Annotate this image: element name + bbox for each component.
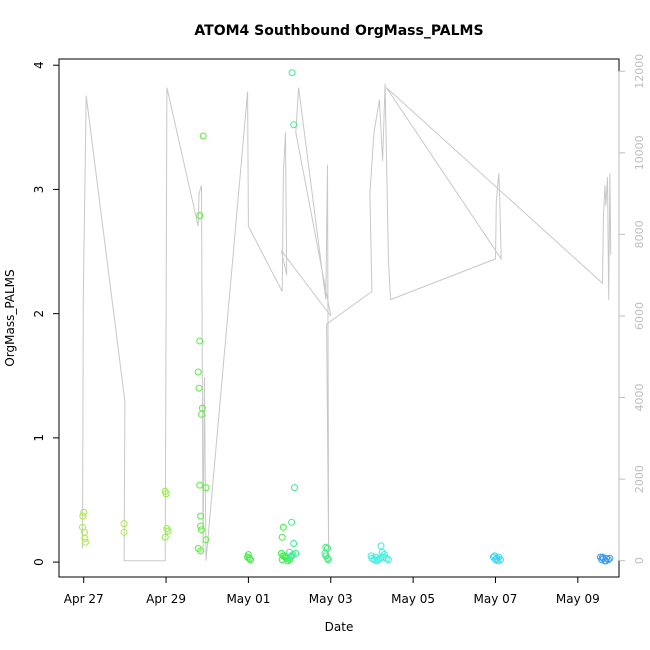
x-axis-label: Date	[325, 620, 354, 634]
secondary-y-tick-label: 10000	[633, 135, 646, 170]
data-point	[202, 536, 210, 544]
data-point	[164, 527, 172, 535]
secondary-series-line	[82, 83, 612, 562]
data-point	[496, 556, 504, 564]
plot-frame	[58, 58, 620, 578]
data-point	[384, 556, 392, 564]
data-point	[324, 554, 331, 562]
data-point	[162, 490, 170, 498]
data-point	[196, 481, 204, 489]
data-point	[602, 557, 610, 565]
data-point	[288, 69, 296, 77]
data-point	[81, 538, 89, 546]
x-tick-label: May 03	[309, 592, 353, 606]
y-tick-label: 3	[32, 186, 46, 194]
data-point	[199, 132, 207, 140]
x-tick-label: May 09	[556, 592, 600, 606]
x-axis: Apr 27 Apr 29 May 01 May 03 May 05 May 07 May …	[64, 576, 600, 606]
data-point	[291, 484, 298, 492]
y-tick-label: 2	[32, 310, 46, 318]
data-point	[278, 533, 286, 541]
secondary-y-tick-label: 12000	[633, 54, 646, 89]
data-point	[244, 553, 252, 561]
data-point	[491, 552, 499, 560]
x-tick-label: Apr 29	[146, 592, 186, 606]
secondary-y-axis: 0 2000 4000 6000 8000 10000 12000	[618, 54, 646, 564]
data-point	[195, 384, 203, 392]
secondary-y-tick-label: 8000	[633, 220, 646, 248]
secondary-y-tick-label: 0	[633, 557, 646, 564]
data-point	[197, 547, 205, 555]
data-point	[196, 212, 204, 219]
secondary-y-tick-label: 2000	[633, 465, 646, 493]
data-point	[292, 549, 300, 557]
data-point	[288, 518, 296, 526]
secondary-y-tick-label: 4000	[633, 384, 646, 412]
y-tick-label: 4	[32, 61, 46, 69]
data-point	[196, 337, 204, 345]
data-point	[324, 556, 332, 564]
data-point	[198, 526, 205, 534]
data-point	[120, 528, 128, 536]
data-point	[373, 557, 381, 565]
data-point	[380, 551, 388, 559]
data-point	[290, 121, 298, 129]
data-point	[79, 512, 87, 520]
chart-title: ATOM4 Southbound OrgMass_PALMS	[194, 23, 483, 39]
x-tick-label: May 05	[391, 592, 435, 606]
data-point	[287, 553, 295, 561]
data-point	[279, 523, 287, 531]
data-point	[290, 540, 298, 547]
data-point	[245, 554, 253, 562]
secondary-series-line-layer	[82, 83, 612, 562]
y-tick-label: 1	[32, 434, 46, 442]
data-point	[161, 533, 169, 541]
data-point	[198, 410, 205, 418]
data-point	[120, 520, 128, 528]
data-point	[377, 542, 385, 550]
y-tick-label: 0	[32, 558, 46, 566]
data-point	[202, 484, 210, 492]
data-points-layer	[79, 69, 614, 565]
x-tick-label: May 07	[474, 592, 518, 606]
data-point	[80, 508, 88, 516]
data-point	[197, 522, 205, 530]
secondary-y-tick-label: 6000	[633, 302, 646, 330]
y-axis: 0 1 2 3 4	[32, 61, 60, 566]
data-point	[81, 535, 89, 542]
y-axis-label: OrgMass_PALMS	[3, 269, 17, 366]
x-tick-label: Apr 27	[64, 592, 104, 606]
data-point	[197, 512, 205, 520]
data-point	[194, 368, 202, 376]
x-tick-label: May 01	[226, 592, 270, 606]
